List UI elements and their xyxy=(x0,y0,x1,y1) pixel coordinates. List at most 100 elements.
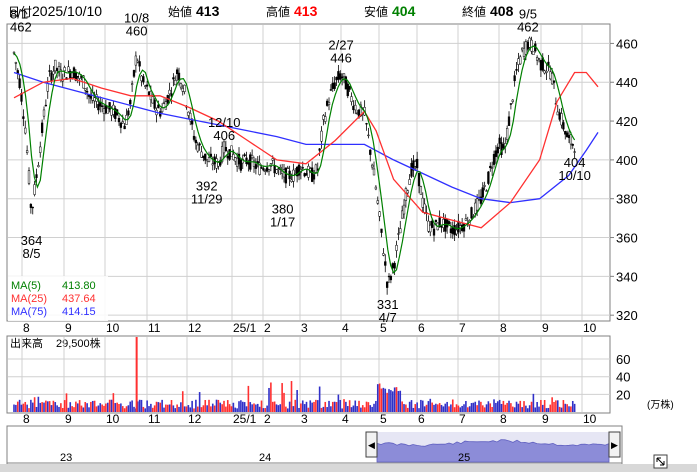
month-label: 11 xyxy=(148,321,161,335)
month-label: 10 xyxy=(583,321,597,335)
volume-bar xyxy=(547,407,550,412)
volume-bar xyxy=(545,408,548,412)
volume-month-label: 12 xyxy=(188,412,202,426)
navigator-left-handle[interactable]: ◀ xyxy=(365,431,378,458)
volume-bar xyxy=(127,405,130,412)
left-arrow-icon[interactable]: ◀ xyxy=(368,440,375,450)
candle-body xyxy=(417,172,421,187)
candle-body xyxy=(549,71,552,80)
candle-body xyxy=(16,70,19,74)
legend-ma5-value: 413.80 xyxy=(62,280,96,292)
candle-body xyxy=(172,77,175,80)
candle-body xyxy=(502,144,505,149)
volume-bar xyxy=(106,402,109,412)
candle-body xyxy=(136,60,139,63)
candle-body xyxy=(262,168,265,171)
volume-month-label: 9 xyxy=(65,412,72,426)
volume-bar xyxy=(277,405,280,412)
volume-bar xyxy=(144,408,147,412)
month-label: 9 xyxy=(542,321,549,335)
price-annotation: 8/5 xyxy=(22,246,40,261)
volume-month-label: 2 xyxy=(264,412,271,426)
right-arrow-icon[interactable]: ▶ xyxy=(611,440,618,450)
candle-body xyxy=(485,190,488,192)
price-tick-label: 420 xyxy=(616,114,638,129)
volume-bar xyxy=(318,386,321,412)
candle-body xyxy=(571,144,574,146)
volume-bar xyxy=(363,407,366,412)
volume-bar xyxy=(153,405,156,412)
volume-bar xyxy=(307,407,310,412)
candle-body xyxy=(421,197,424,208)
price-tick-label: 440 xyxy=(616,75,638,90)
candle-body xyxy=(455,229,458,235)
candle-body xyxy=(226,156,229,159)
candle-body xyxy=(127,110,130,115)
candle-body xyxy=(177,72,181,81)
volume-bar xyxy=(502,400,505,412)
price-annotation: 446 xyxy=(330,51,352,66)
volume-bar xyxy=(495,402,497,412)
candle-body xyxy=(406,190,409,194)
month-label: 5 xyxy=(380,321,387,335)
candle-body xyxy=(145,84,149,87)
volume-bar xyxy=(228,404,231,412)
candle-body xyxy=(250,155,254,159)
navigator-right-handle[interactable]: ▶ xyxy=(608,431,621,458)
volume-bar xyxy=(275,404,278,412)
candle-body xyxy=(239,159,243,171)
volume-bar xyxy=(311,402,313,412)
price-annotation: 331 xyxy=(377,297,399,312)
candle-body xyxy=(365,123,368,125)
volume-bar xyxy=(103,405,105,412)
volume-value: 29,500株 xyxy=(56,336,101,350)
candle-body xyxy=(25,150,29,153)
volume-bar xyxy=(63,400,66,412)
volume-tick-label: 20 xyxy=(616,387,630,402)
volume-bar xyxy=(463,404,465,412)
volume-bar xyxy=(425,404,428,412)
candle-body xyxy=(320,130,323,142)
volume-bar xyxy=(202,405,205,412)
range-navigator[interactable]: ◀ ▶ 23 24 25 xyxy=(0,425,697,472)
volume-bar xyxy=(474,401,477,412)
volume-bar xyxy=(510,403,512,412)
high-value: 413 xyxy=(294,3,318,19)
volume-bar xyxy=(543,400,546,412)
candle-body xyxy=(190,120,194,125)
candle-body xyxy=(234,157,237,162)
candle-body xyxy=(67,66,70,72)
candle-body xyxy=(52,71,55,75)
volume-bar xyxy=(148,406,150,412)
candle-body xyxy=(314,164,318,173)
candle-body xyxy=(121,121,124,124)
volume-bar xyxy=(232,402,235,412)
volume-bar xyxy=(487,401,490,412)
volume-bar xyxy=(388,389,390,412)
candle-body xyxy=(14,62,18,64)
price-tick-label: 360 xyxy=(616,231,638,246)
volume-bar xyxy=(429,398,432,412)
volume-bar xyxy=(504,404,507,412)
volume-bar xyxy=(303,404,306,412)
candle-body xyxy=(327,102,331,106)
candle-body xyxy=(123,125,126,130)
volume-bar xyxy=(195,399,197,412)
volume-bar xyxy=(187,405,190,412)
candle-body xyxy=(237,153,241,165)
expand-icon[interactable] xyxy=(653,454,668,469)
volume-month-label: 9 xyxy=(542,412,549,426)
volume-bar xyxy=(71,406,73,412)
candle-body xyxy=(24,127,27,134)
legend-ma75-name: MA(75) xyxy=(11,306,47,318)
volume-month-label: 4 xyxy=(342,412,349,426)
volume-bar xyxy=(540,399,542,412)
candle-body xyxy=(55,68,59,71)
volume-bar xyxy=(35,406,38,412)
volume-bar xyxy=(114,403,117,412)
volume-bar xyxy=(570,406,572,412)
candle-body xyxy=(427,220,430,232)
price-annotation: 404 xyxy=(564,155,586,170)
month-label: 8 xyxy=(23,321,30,335)
price-annotation: 462 xyxy=(517,20,539,35)
